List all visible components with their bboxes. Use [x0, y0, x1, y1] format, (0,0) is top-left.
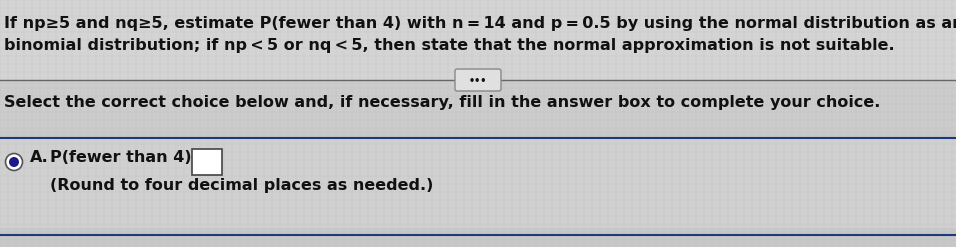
- Bar: [0, 80, 956, 130]
- Circle shape: [6, 153, 23, 170]
- Text: Select the correct choice below and, if necessary, fill in the answer box to com: Select the correct choice below and, if …: [4, 95, 880, 110]
- Bar: [0, 0, 956, 100]
- FancyBboxPatch shape: [192, 149, 222, 175]
- Text: (Round to four decimal places as needed.): (Round to four decimal places as needed.…: [50, 178, 433, 193]
- Text: A.: A.: [30, 150, 49, 165]
- Text: binomial distribution; if np < 5 or nq < 5, then state that the normal approxima: binomial distribution; if np < 5 or nq <…: [4, 38, 895, 53]
- FancyBboxPatch shape: [455, 69, 501, 91]
- Text: If np≥5 and nq≥5, estimate P(fewer than 4) with n = 14 and p = 0.5 by using the : If np≥5 and nq≥5, estimate P(fewer than …: [4, 16, 956, 31]
- Text: •••: •••: [468, 76, 488, 86]
- Bar: [0, 138, 956, 228]
- Circle shape: [9, 157, 19, 167]
- Text: P(fewer than 4) =: P(fewer than 4) =: [50, 150, 208, 165]
